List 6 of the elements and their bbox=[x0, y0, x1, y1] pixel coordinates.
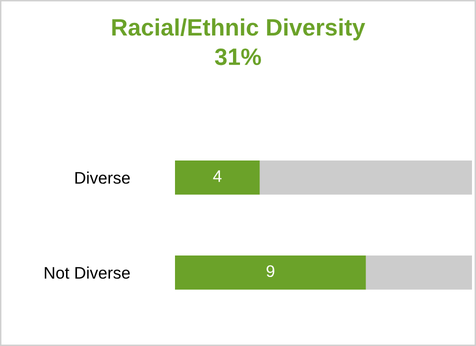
y-tick-label: Not Diverse bbox=[44, 266, 130, 279]
data-label: 4 bbox=[213, 170, 222, 182]
chart-title: Racial/Ethnic Diversity bbox=[112, 18, 366, 40]
chart-subtitle: 31% bbox=[214, 48, 262, 66]
y-tick-label: Diverse bbox=[75, 172, 130, 184]
data-label: 9 bbox=[266, 265, 274, 278]
